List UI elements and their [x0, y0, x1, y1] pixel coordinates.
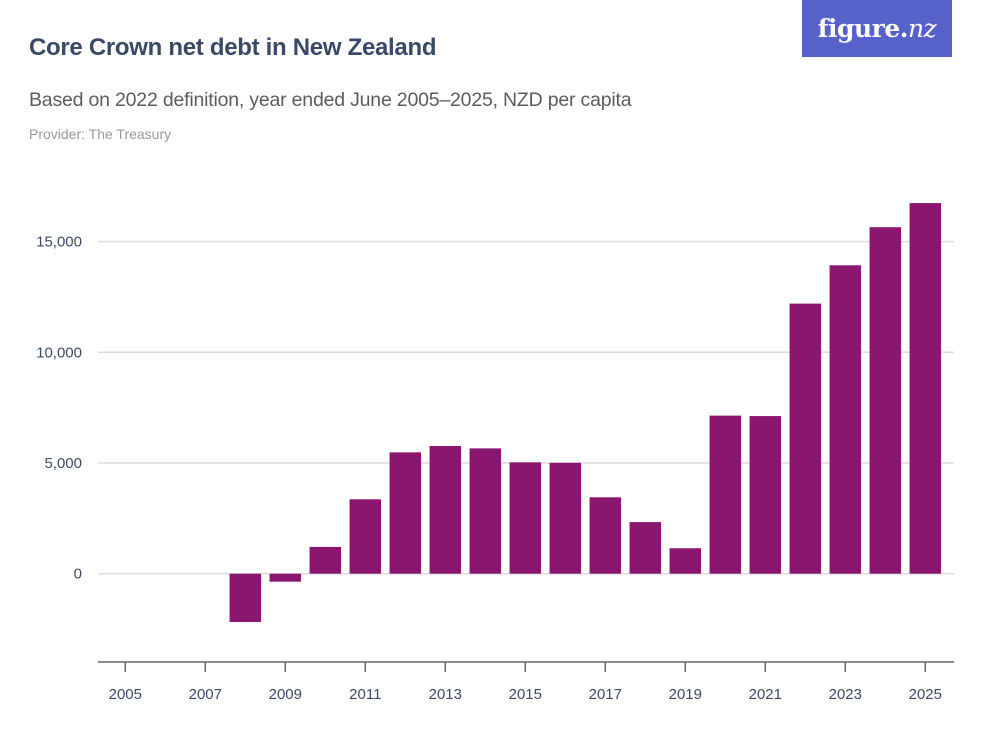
x-tick-label: 2015: [509, 686, 542, 703]
data-provider: Provider: The Treasury: [29, 126, 172, 142]
x-tick-label: 2007: [189, 686, 222, 703]
bar-2023[interactable]: [829, 265, 862, 574]
bar-2016[interactable]: [549, 462, 582, 574]
bars: [229, 203, 942, 622]
bar-2017[interactable]: [589, 497, 622, 574]
y-tick-label: 0: [74, 566, 82, 583]
x-axis: 2005 2007 2009 2011 2013 2015 2017 2019 2021 2023…: [98, 661, 954, 703]
x-tick-label: 2021: [749, 686, 782, 703]
bar-2022[interactable]: [789, 303, 822, 574]
bar-2019[interactable]: [669, 548, 702, 574]
bar-2011[interactable]: [349, 499, 382, 574]
x-tick-label: 2011: [349, 686, 381, 703]
x-tick-label: 2017: [589, 686, 622, 703]
bar-2015[interactable]: [509, 462, 542, 574]
bar-2025[interactable]: [909, 203, 942, 574]
logo-text-accent: nz: [907, 14, 937, 43]
y-tick-label: 15,000: [36, 234, 82, 251]
bar-2008[interactable]: [229, 573, 262, 622]
bar-2014[interactable]: [469, 448, 502, 574]
bar-2021[interactable]: [749, 416, 782, 574]
figure-nz-logo[interactable]: figure.nz: [802, 0, 952, 57]
chart-subtitle: Based on 2022 definition, year ended Jun…: [29, 89, 632, 111]
bar-2020[interactable]: [709, 415, 742, 574]
y-tick-label: 5,000: [44, 455, 82, 472]
chart-title: Core Crown net debt in New Zealand: [29, 34, 437, 61]
bar-2013[interactable]: [429, 445, 462, 574]
x-tick-label: 2005: [109, 686, 142, 703]
x-tick-label: 2009: [269, 686, 302, 703]
logo-text: figure.nz: [817, 14, 937, 43]
bar-2010[interactable]: [309, 546, 342, 574]
x-tick-label: 2025: [909, 686, 942, 703]
x-tick-label: 2019: [669, 686, 702, 703]
y-axis-labels: 0 5,000 10,000 15,000: [36, 234, 82, 583]
bar-2024[interactable]: [869, 227, 902, 574]
bar-2009[interactable]: [269, 573, 302, 582]
x-tick-label: 2013: [429, 686, 462, 703]
x-tick-label: 2023: [829, 686, 862, 703]
y-tick-label: 10,000: [36, 344, 82, 361]
logo-text-main: figure.: [817, 14, 909, 43]
bar-2018[interactable]: [629, 522, 662, 574]
bar-2012[interactable]: [389, 452, 422, 574]
